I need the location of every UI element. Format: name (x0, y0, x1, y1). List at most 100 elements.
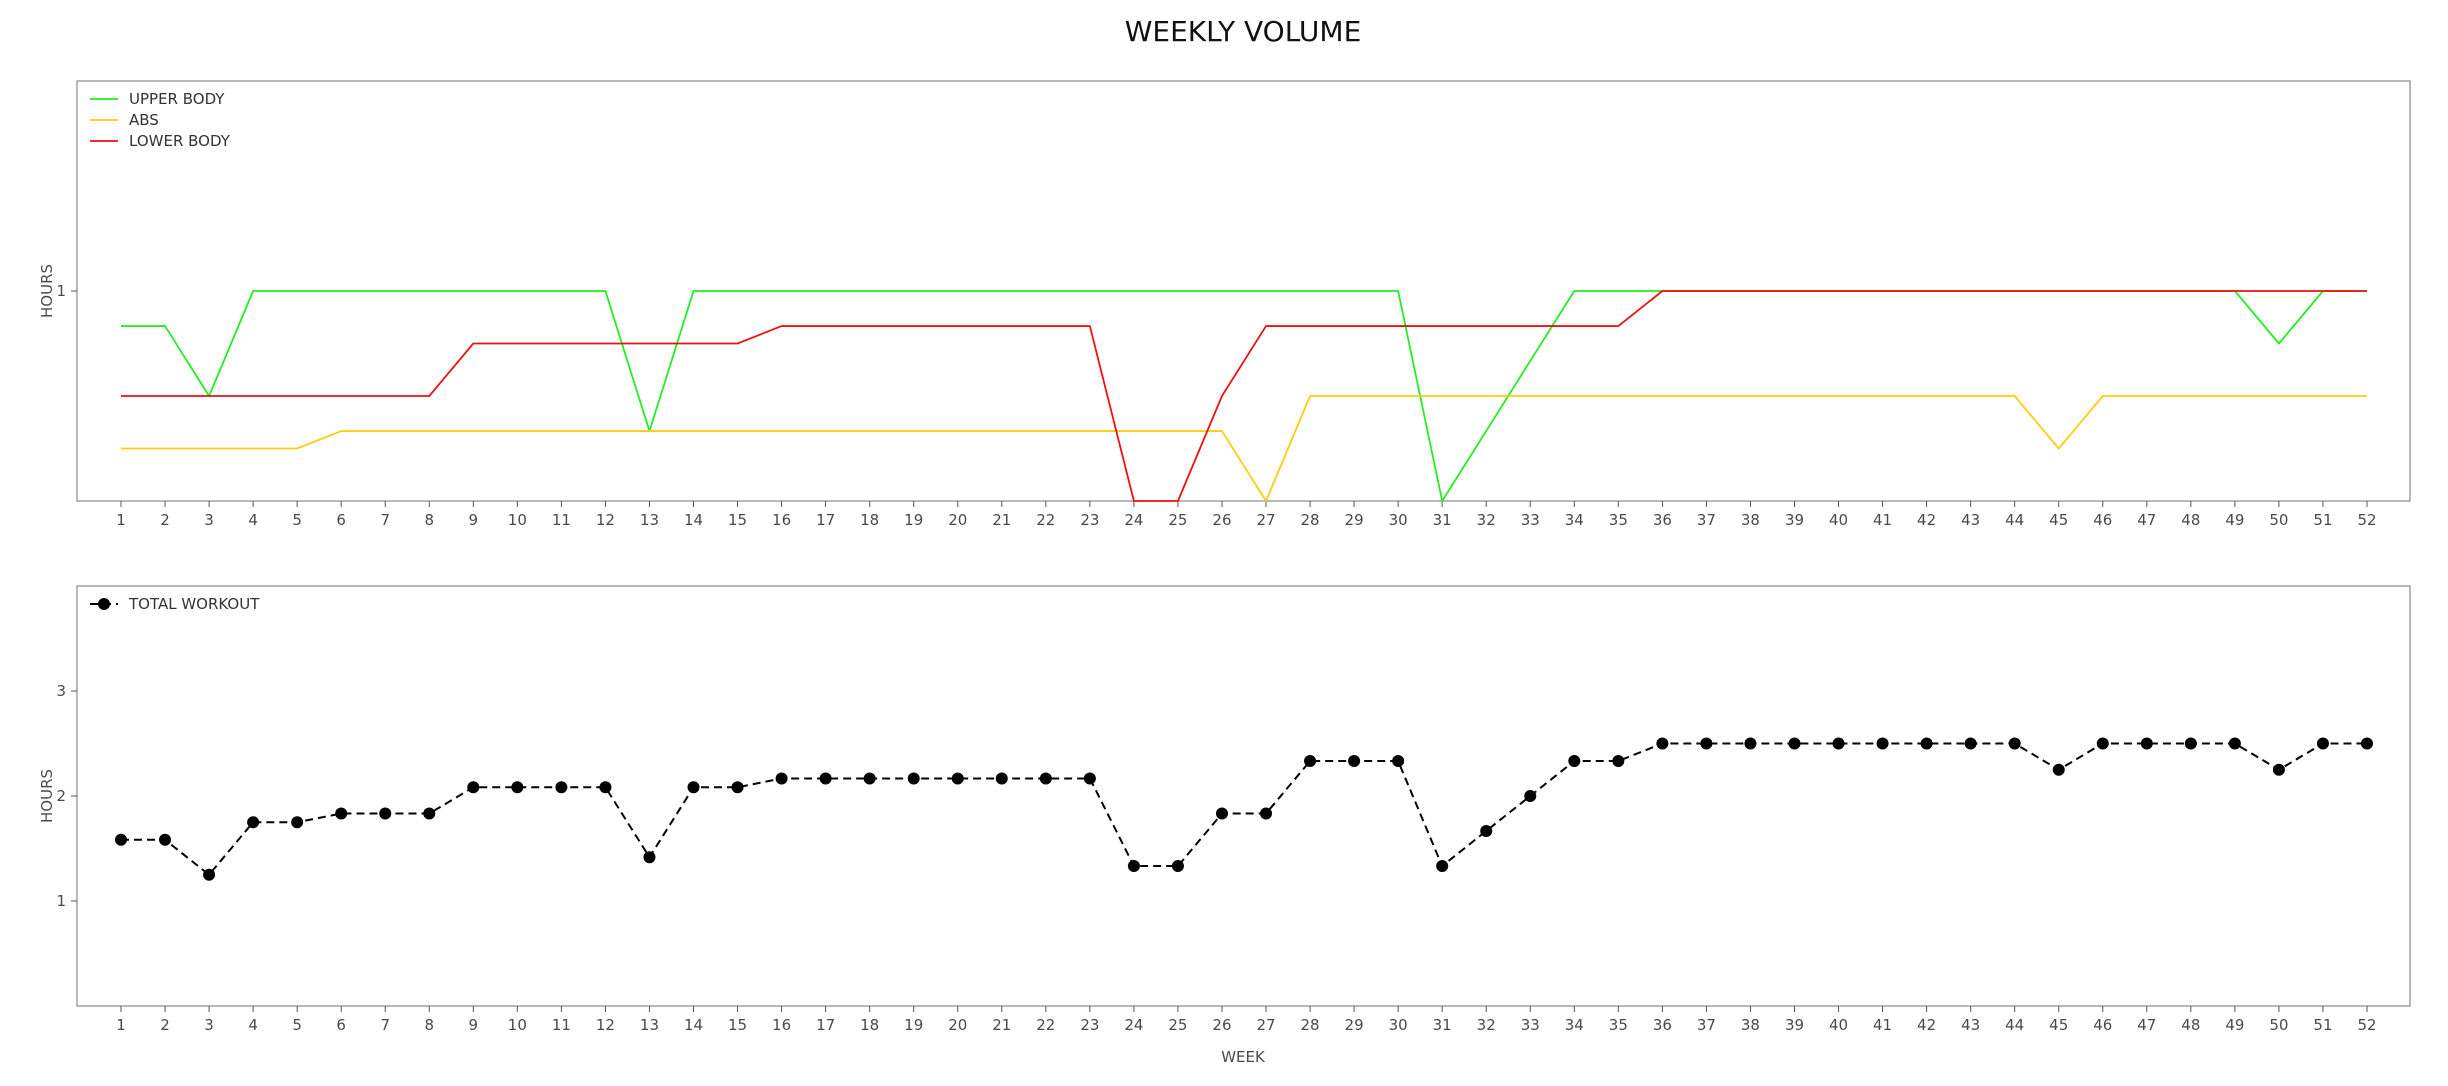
total-workout-x-tick-label: 40 (1829, 1016, 1848, 1034)
total-workout-x-tick-label: 28 (1301, 1016, 1320, 1034)
body-parts-x-tick-label: 30 (1389, 511, 1408, 529)
total-workout-point (995, 772, 1008, 785)
total-workout-x-tick-label: 15 (728, 1016, 747, 1034)
total-workout-x-tick-label: 27 (1256, 1016, 1275, 1034)
total-workout-point (1920, 737, 1933, 750)
total-workout-x-tick-label: 43 (1961, 1016, 1980, 1034)
total-workout-point (951, 772, 964, 785)
total-workout-y-axis-label: HOURS (38, 769, 56, 823)
body-parts-x-tick-label: 49 (2225, 511, 2244, 529)
total-workout-point (731, 781, 744, 794)
total-workout-x-tick-label: 12 (596, 1016, 615, 1034)
total-workout-point (1215, 807, 1228, 820)
total-workout-line (121, 742, 2367, 876)
body-parts-x-tick-label: 42 (1917, 511, 1936, 529)
legend-label-total-workout: TOTAL WORKOUT (128, 595, 260, 613)
body-parts-x-tick-label: 37 (1697, 511, 1716, 529)
total-workout-point (2361, 737, 2373, 750)
total-workout-point (291, 816, 304, 829)
total-workout-x-tick-label: 14 (684, 1016, 703, 1034)
total-workout-x-tick-label: 44 (2005, 1016, 2024, 1034)
total-workout-x-tick-label: 17 (816, 1016, 835, 1034)
total-workout-y-ticks: 1 2 3 (56, 682, 77, 910)
body-parts-x-tick-label: 24 (1124, 511, 1143, 529)
total-workout-point (1392, 755, 1405, 768)
legend-label-upper-body: UPPER BODY (129, 90, 225, 108)
total-workout-x-tick-label: 2 (160, 1016, 170, 1034)
body-parts-x-tick-label: 45 (2049, 511, 2068, 529)
body-parts-x-tick-label: 5 (292, 511, 302, 529)
total-workout-point (863, 772, 876, 785)
body-parts-x-tick-label: 13 (640, 511, 659, 529)
total-workout-series (115, 737, 2373, 881)
total-workout-point (159, 833, 172, 846)
x-axis-label: WEEK (1221, 1048, 1266, 1066)
total-workout-panel: 123 1 2 3 4 5 6 7 8 9 10 11 12 13 14 15 16 17 18 19 20 21 22 2… (38, 585, 2411, 1034)
total-workout-point (2008, 737, 2021, 750)
body-parts-x-tick-label: 50 (2269, 511, 2288, 529)
total-workout-point (1171, 860, 1184, 873)
body-parts-x-tick-label: 1 (116, 511, 126, 529)
total-workout-point (2184, 737, 2197, 750)
total-workout-x-tick-label: 13 (640, 1016, 659, 1034)
total-workout-x-tick-label: 5 (292, 1016, 302, 1034)
body-parts-x-tick-label: 21 (992, 511, 1011, 529)
body-parts-x-tick-label: 10 (508, 511, 527, 529)
body-parts-x-tick-label: 38 (1741, 511, 1760, 529)
body-parts-series (121, 290, 2367, 502)
legend-label-lower-body: LOWER BODY (129, 132, 231, 150)
total-workout-point (2140, 737, 2153, 750)
total-workout-x-tick-label: 52 (2357, 1016, 2376, 1034)
body-parts-x-tick-label: 14 (684, 511, 703, 529)
chart-title: WEEKLY VOLUME (1125, 15, 1362, 48)
total-workout-point (247, 816, 260, 829)
legend-marker-total-workout (98, 598, 110, 610)
body-parts-x-tick-label: 8 (425, 511, 435, 529)
body-parts-x-tick-label: 39 (1785, 511, 1804, 529)
total-workout-x-tick-label: 36 (1653, 1016, 1672, 1034)
body-parts-y-axis-label: HOURS (38, 264, 56, 318)
total-workout-x-tick-label: 21 (992, 1016, 1011, 1034)
abs-line (121, 395, 2367, 502)
total-workout-point (1964, 737, 1977, 750)
total-workout-x-tick-label: 45 (2049, 1016, 2068, 1034)
total-workout-x-tick-label: 11 (552, 1016, 571, 1034)
total-workout-x-tick-label: 37 (1697, 1016, 1716, 1034)
total-workout-x-tick-label: 9 (469, 1016, 479, 1034)
total-workout-x-tick-label: 10 (508, 1016, 527, 1034)
body-parts-x-tick-label: 28 (1301, 511, 1320, 529)
body-parts-x-tick-label: 19 (904, 511, 923, 529)
total-workout-y-tick-label: 3 (56, 682, 66, 700)
total-workout-point (1480, 824, 1493, 837)
total-workout-point (1083, 772, 1096, 785)
total-workout-x-tick-label: 26 (1212, 1016, 1231, 1034)
total-workout-point (1260, 807, 1273, 820)
total-workout-point (1700, 737, 1713, 750)
total-workout-x-tick-label: 42 (1917, 1016, 1936, 1034)
total-workout-x-tick-label: 35 (1609, 1016, 1628, 1034)
total-workout-point (1348, 755, 1361, 768)
total-workout-x-tick-label: 46 (2093, 1016, 2112, 1034)
total-workout-x-tick-label: 16 (772, 1016, 791, 1034)
body-parts-x-tick-label: 12 (596, 511, 615, 529)
body-parts-x-tick-label: 22 (1036, 511, 1055, 529)
total-workout-x-tick-label: 23 (1080, 1016, 1099, 1034)
total-workout-x-tick-label: 7 (380, 1016, 390, 1034)
total-workout-point (907, 772, 920, 785)
total-workout-point (1039, 772, 1052, 785)
body-parts-x-tick-label: 40 (1829, 511, 1848, 529)
total-workout-x-tick-label: 19 (904, 1016, 923, 1034)
body-parts-x-tick-label: 35 (1609, 511, 1628, 529)
total-workout-point (687, 781, 700, 794)
total-workout-x-tick-label: 32 (1477, 1016, 1496, 1034)
total-workout-x-tick-label: 31 (1433, 1016, 1452, 1034)
total-workout-point (2316, 737, 2329, 750)
total-workout-x-tick-label: 1 (116, 1016, 126, 1034)
total-workout-point (1876, 737, 1889, 750)
total-workout-x-tick-label: 25 (1168, 1016, 1187, 1034)
total-workout-x-tick-label: 8 (425, 1016, 435, 1034)
total-workout-x-tick-label: 48 (2181, 1016, 2200, 1034)
body-parts-x-tick-label: 34 (1565, 511, 1584, 529)
